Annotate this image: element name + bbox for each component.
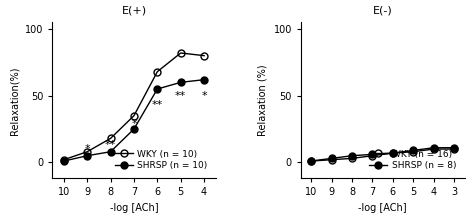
WKY (n = 10) [108,137,113,140]
WKY (n = 16) [431,148,437,150]
Text: *: * [84,144,90,154]
SHRSP (n = 10) [108,150,113,153]
Line: WKY (n = 10): WKY (n = 10) [60,50,208,163]
Y-axis label: Relaxation(%): Relaxation(%) [9,66,19,135]
Title: E(+): E(+) [121,6,146,16]
WKY (n = 10) [84,150,90,153]
Text: *: * [201,91,207,101]
WKY (n = 16) [349,157,355,160]
SHRSP (n = 10) [131,128,137,130]
WKY (n = 10) [201,54,207,57]
Text: **: ** [152,100,163,110]
SHRSP (n = 10) [201,78,207,81]
Line: SHRSP (n = 8): SHRSP (n = 8) [308,144,458,165]
WKY (n = 16) [390,152,396,154]
SHRSP (n = 10) [61,160,67,162]
WKY (n = 16) [308,160,314,162]
WKY (n = 16) [451,148,457,150]
Y-axis label: Relaxation (%): Relaxation (%) [258,64,268,136]
X-axis label: -log [ACh]: -log [ACh] [358,203,407,213]
SHRSP (n = 8) [390,152,396,154]
WKY (n = 16) [328,158,334,161]
Text: *: * [131,119,137,129]
Text: **: ** [175,91,186,101]
WKY (n = 10) [61,158,67,161]
SHRSP (n = 8) [410,149,416,152]
WKY (n = 10) [131,114,137,117]
SHRSP (n = 8) [349,154,355,157]
Legend: WKY (n = 10), SHRSP (n = 10): WKY (n = 10), SHRSP (n = 10) [111,146,211,174]
WKY (n = 16) [410,150,416,153]
SHRSP (n = 10) [178,81,183,84]
SHRSP (n = 10) [84,154,90,157]
SHRSP (n = 8) [451,146,457,149]
Legend: WKY (n = 16), SHRSP (n = 8): WKY (n = 16), SHRSP (n = 8) [366,146,460,174]
SHRSP (n = 8) [431,146,437,149]
SHRSP (n = 8) [308,160,314,162]
WKY (n = 10) [155,70,160,73]
Text: **: ** [105,140,116,150]
SHRSP (n = 8) [328,157,334,160]
WKY (n = 16) [370,154,375,157]
X-axis label: -log [ACh]: -log [ACh] [109,203,158,213]
Title: E(-): E(-) [373,6,392,16]
WKY (n = 10) [178,52,183,54]
Line: WKY (n = 16): WKY (n = 16) [308,146,458,165]
SHRSP (n = 8) [370,153,375,156]
SHRSP (n = 10) [155,88,160,90]
Line: SHRSP (n = 10): SHRSP (n = 10) [60,76,208,165]
